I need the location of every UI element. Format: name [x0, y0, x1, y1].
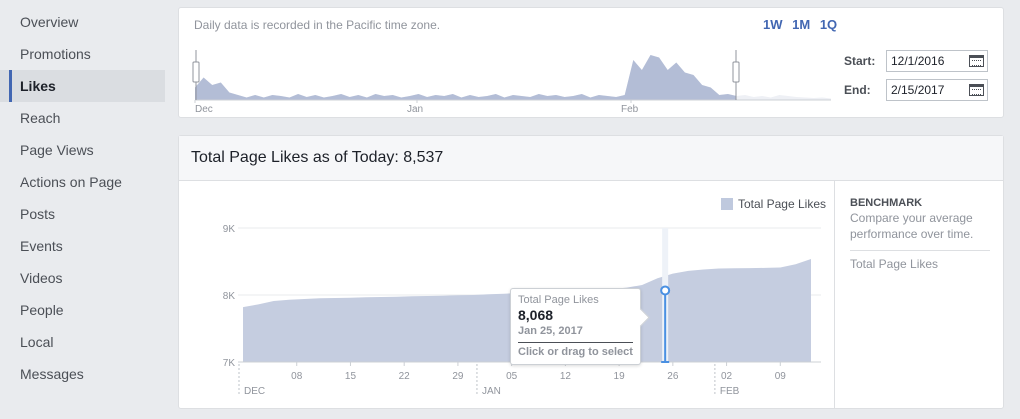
- y-tick-label: 9K: [223, 224, 236, 235]
- benchmark-item[interactable]: Total Page Likes: [850, 257, 939, 271]
- x-tick-label: 22: [399, 371, 411, 382]
- benchmark-panel: BENCHMARK Compare your average performan…: [834, 181, 1004, 409]
- mini-end-handle[interactable]: [732, 61, 740, 83]
- mini-axis-label: Dec: [195, 104, 213, 112]
- mini-area-selected: [195, 55, 736, 100]
- timezone-note: Daily data is recorded in the Pacific ti…: [194, 18, 441, 32]
- start-date-value: 12/1/2016: [891, 54, 945, 68]
- sidebar-item-page-views[interactable]: Page Views: [20, 142, 94, 158]
- x-tick-label: 26: [667, 371, 679, 382]
- panel-title: Total Page Likes as of Today: 8,537: [179, 136, 1003, 181]
- y-tick-label: 7K: [223, 358, 236, 369]
- range-1m-button[interactable]: 1M: [792, 17, 811, 32]
- month-label: JAN: [482, 386, 501, 397]
- start-label: Start:: [844, 54, 876, 68]
- sidebar-item-likes[interactable]: Likes: [0, 70, 165, 102]
- legend-label: Total Page Likes: [737, 197, 826, 211]
- sidebar-item-messages[interactable]: Messages: [20, 366, 84, 382]
- sidebar-item-people[interactable]: People: [20, 302, 64, 318]
- calendar-icon[interactable]: [969, 55, 984, 67]
- page-likes-panel: Total Page Likes as of Today: 8,537 7K 8K…: [178, 135, 1004, 409]
- sidebar-nav: Overview Promotions Likes Reach Page Views Ac…: [0, 6, 165, 390]
- y-tick-label: 8K: [223, 291, 236, 302]
- benchmark-description: Compare your average performance over ti…: [850, 210, 990, 251]
- sidebar-item-promotions[interactable]: Promotions: [20, 46, 91, 62]
- range-1q-button[interactable]: 1Q: [819, 17, 838, 32]
- month-label: FEB: [720, 386, 740, 397]
- x-tick-label: 12: [560, 371, 572, 382]
- range-1w-button[interactable]: 1W: [763, 17, 783, 32]
- highlight-point[interactable]: [660, 285, 671, 296]
- end-date-field[interactable]: 2/15/2017: [886, 79, 988, 101]
- x-tick-label: 19: [614, 371, 626, 382]
- x-tick-label: 02: [721, 371, 733, 382]
- date-range-panel: Daily data is recorded in the Pacific ti…: [178, 7, 1004, 118]
- x-tick-label: 09: [775, 371, 787, 382]
- tooltip-label: Total Page Likes: [518, 294, 599, 306]
- sidebar-item-reach[interactable]: Reach: [20, 110, 61, 126]
- likes-chart-svg[interactable]: 7K 8K 9K 08 15 22 29 05 12 19 26 02 09 DEC JAN FEB: [179, 181, 834, 409]
- sidebar-item-events[interactable]: Events: [20, 238, 63, 254]
- x-tick-label: 08: [291, 371, 303, 382]
- sidebar-item-local[interactable]: Local: [20, 334, 54, 350]
- end-label: End:: [844, 83, 871, 97]
- chart-legend: Total Page Likes: [720, 197, 826, 211]
- x-tick-label: 05: [506, 371, 518, 382]
- month-label: DEC: [244, 386, 265, 397]
- mini-range-chart[interactable]: Dec Jan Feb: [191, 42, 841, 112]
- mini-start-handle[interactable]: [192, 61, 200, 83]
- mini-axis-label: Jan: [407, 104, 423, 112]
- likes-chart[interactable]: 7K 8K 9K 08 15 22 29 05 12 19 26 02 09 DEC JAN FEB Tota…: [179, 181, 834, 409]
- benchmark-title: BENCHMARK: [850, 197, 923, 209]
- end-date-value: 2/15/2017: [891, 83, 945, 97]
- chart-tooltip: Total Page Likes 8,068 Jan 25, 2017 Clic…: [510, 288, 641, 365]
- sidebar-item-videos[interactable]: Videos: [20, 270, 63, 286]
- sidebar-item-overview[interactable]: Overview: [20, 14, 79, 30]
- legend-swatch: [720, 198, 733, 210]
- sidebar-item-posts[interactable]: Posts: [20, 206, 56, 222]
- range-buttons: 1W 1M 1Q: [763, 17, 843, 32]
- mini-axis-label: Feb: [621, 104, 639, 112]
- tooltip-value: 8,068: [518, 307, 554, 323]
- calendar-icon[interactable]: [969, 84, 984, 96]
- x-tick-label: 29: [452, 371, 464, 382]
- x-tick-label: 15: [345, 371, 357, 382]
- tooltip-date: Jan 25, 2017: [518, 325, 633, 343]
- start-date-field[interactable]: 12/1/2016: [886, 50, 988, 72]
- tooltip-hint: Click or drag to select: [518, 346, 633, 358]
- sidebar-item-actions-on-page[interactable]: Actions on Page: [20, 174, 122, 190]
